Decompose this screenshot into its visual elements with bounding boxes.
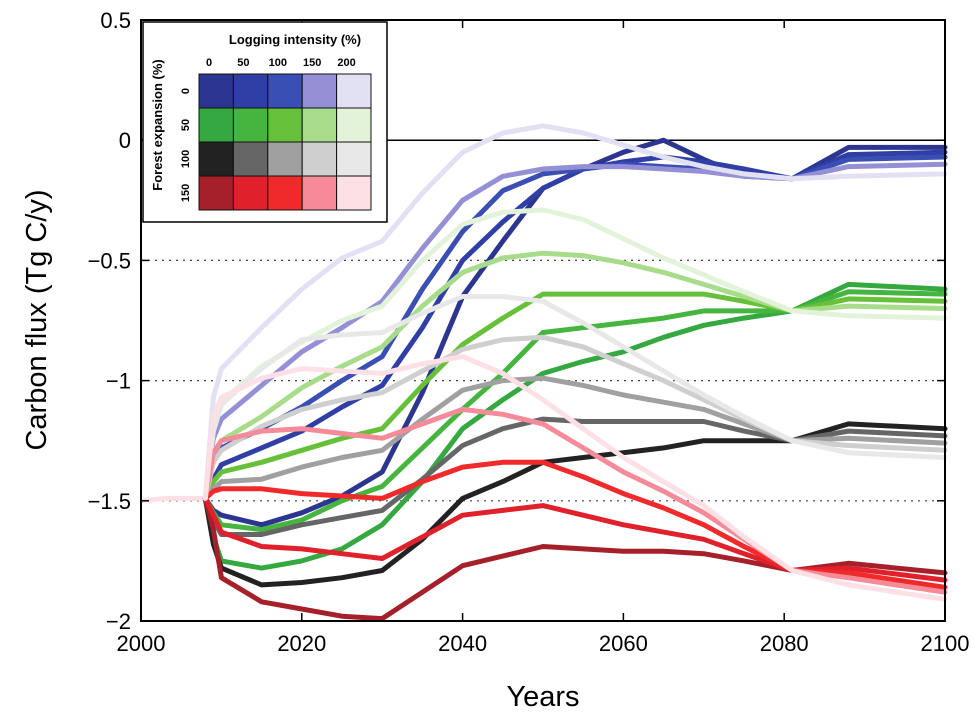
legend-expansion-label: 0: [180, 88, 192, 94]
legend-swatch-e150-l100: [267, 175, 303, 211]
plot-border: [140, 19, 946, 622]
x-tick-label: 2060: [599, 631, 648, 656]
legend-swatch-e0-l50: [232, 73, 269, 109]
y-tick-label: 0: [119, 128, 131, 153]
series-line-e100-l200: [202, 294, 948, 501]
x-tick-label: 2100: [921, 631, 970, 656]
y-axis-title: Carbon flux (Tg C/y): [21, 189, 53, 450]
y-tick-label: 0.5: [100, 8, 131, 33]
x-axis-title: Years: [506, 681, 579, 713]
legend-title-logging: Logging intensity (%): [229, 32, 361, 47]
legend-swatch-e0-l100: [267, 73, 303, 109]
x-tick-label: 2020: [277, 631, 326, 656]
series-line-e150-l100: [202, 459, 948, 590]
legend-expansion-label: 150: [180, 184, 192, 202]
series-line-e100-l100: [202, 375, 948, 501]
x-tick-label: 2000: [117, 631, 166, 656]
legend-logging-label: 50: [237, 57, 249, 69]
legend-swatch-e150-l150: [301, 175, 338, 211]
legend-expansion-label: 50: [180, 119, 192, 131]
legend-swatch-e0-l150: [301, 73, 338, 109]
series-line-e150-l0: [202, 495, 948, 622]
series-line-e150-l50: [202, 495, 948, 583]
legend-swatch-e50-l200: [336, 107, 372, 143]
legend-swatch-e150-l200: [336, 175, 372, 211]
legend-swatch-e50-l100: [267, 107, 303, 143]
legend-logging-label: 200: [337, 57, 355, 69]
series-line-e50-l0: [202, 281, 948, 571]
legend-swatch-e0-l200: [336, 73, 372, 109]
y-tick-label: −1.5: [88, 489, 131, 514]
series-line-e100-l0: [202, 421, 948, 588]
legend-expansion-label: 100: [180, 150, 192, 168]
legend-swatch-e100-l0: [198, 141, 234, 177]
legend-swatch-e50-l50: [232, 107, 269, 143]
plot-frame: [140, 19, 946, 622]
legend-swatch-e150-l50: [232, 175, 269, 211]
legend: Logging intensity (%) Forest expansion (%…: [142, 21, 388, 223]
y-tick-label: −1: [106, 369, 131, 394]
legend-swatch-e100-l200: [336, 141, 372, 177]
series-line-e50-l150: [202, 250, 948, 501]
x-tick-label: 2080: [760, 631, 809, 656]
x-tick-label: 2040: [438, 631, 487, 656]
legend-logging-label: 0: [206, 57, 212, 69]
legend-swatch-e0-l0: [198, 73, 234, 109]
y-tick-label: −0.5: [88, 248, 131, 273]
legend-swatch-e100-l150: [301, 141, 338, 177]
series-line-e50-l100: [202, 291, 948, 501]
legend-title-expansion: Forest expansion (%): [150, 59, 165, 190]
legend-logging-label: 150: [303, 57, 321, 69]
series-line-e100-l50: [202, 416, 948, 537]
y-tick-label: −2: [106, 609, 131, 634]
legend-swatch-e50-l150: [301, 107, 338, 143]
legend-swatch-e100-l50: [232, 141, 269, 177]
legend-swatch-e50-l0: [198, 107, 234, 143]
series-line-initial: [140, 495, 206, 504]
series-line-e0-l50: [202, 149, 948, 501]
legend-logging-label: 100: [269, 57, 287, 69]
series-line-e150-l200: [202, 354, 948, 602]
series-line-e0-l200: [202, 123, 948, 501]
legend-swatch-e100-l100: [267, 141, 303, 177]
series-lines: [140, 123, 948, 622]
legend-swatch-e150-l0: [198, 175, 234, 211]
